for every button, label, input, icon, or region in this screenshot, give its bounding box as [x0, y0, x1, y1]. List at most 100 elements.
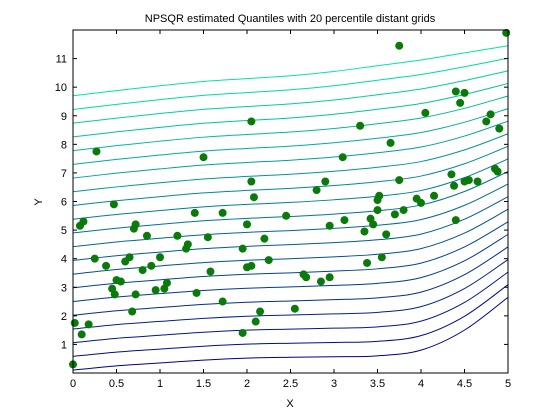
- x-tick-label: 4: [418, 378, 424, 390]
- x-tick-label: 4.5: [457, 378, 472, 390]
- data-point: [486, 110, 495, 119]
- data-point: [192, 288, 201, 297]
- quantile-curve-11: [72, 171, 509, 234]
- quantile-curve-9: [72, 196, 509, 261]
- y-tick-label: 9: [61, 111, 67, 123]
- data-point: [456, 98, 465, 107]
- data-point: [264, 256, 273, 265]
- quantile-curve-6: [72, 233, 509, 303]
- quantile-curve-5: [72, 246, 509, 316]
- data-point: [395, 176, 404, 185]
- data-point: [363, 258, 372, 267]
- data-point: [156, 253, 164, 262]
- data-point: [131, 290, 140, 299]
- data-point: [70, 318, 79, 327]
- x-tick-label: 3.5: [370, 378, 385, 390]
- x-tick-label: 1.5: [196, 378, 211, 390]
- data-point: [256, 307, 265, 316]
- data-point: [251, 317, 260, 326]
- data-point: [102, 261, 111, 270]
- data-point: [493, 167, 502, 176]
- data-point: [375, 191, 384, 200]
- data-point: [247, 261, 256, 270]
- quantile-curve-18: [72, 82, 509, 138]
- data-point: [482, 117, 491, 126]
- data-point: [460, 88, 469, 97]
- data-point: [243, 220, 251, 229]
- data-point: [249, 193, 258, 202]
- data-point: [116, 277, 125, 286]
- data-point: [373, 206, 382, 215]
- data-points-layer: [69, 28, 511, 369]
- data-point: [162, 278, 171, 287]
- y-axis-title: Y: [33, 198, 45, 206]
- quantile-curve-21: [72, 45, 509, 97]
- quantile-curve-17: [72, 95, 509, 152]
- data-point: [77, 330, 86, 339]
- quantile-curve-14: [72, 133, 509, 193]
- data-point: [464, 176, 473, 185]
- data-point: [238, 328, 247, 337]
- data-point: [386, 138, 395, 147]
- x-tick-label: 3: [331, 378, 337, 390]
- data-point: [128, 307, 137, 316]
- data-point: [84, 320, 93, 329]
- data-point: [390, 210, 399, 219]
- data-point: [92, 147, 101, 156]
- y-tick-label: 4: [61, 254, 67, 266]
- data-point: [142, 231, 151, 240]
- quantile-curve-1: [72, 296, 509, 371]
- y-tick-label: 8: [61, 139, 67, 151]
- y-tick-label: 6: [61, 197, 67, 209]
- x-axis-ticks: 0 0.5 1 1.5 2 2.5 3 3.5 4 4.5 5: [70, 30, 511, 390]
- data-point: [218, 297, 227, 306]
- y-tick-label: 2: [61, 311, 67, 323]
- data-point: [395, 41, 404, 50]
- data-point: [203, 233, 212, 242]
- x-tick-label: 0: [70, 378, 76, 390]
- x-tick-label: 1: [157, 378, 163, 390]
- data-point: [238, 244, 247, 253]
- data-point: [360, 227, 369, 236]
- quantile-curve-15: [72, 120, 509, 179]
- quantile-curve-3: [72, 271, 509, 344]
- data-point: [340, 216, 349, 225]
- data-point: [247, 177, 256, 186]
- data-point: [173, 231, 182, 240]
- data-point: [316, 277, 325, 286]
- data-point: [282, 211, 291, 220]
- quantile-curve-13: [72, 145, 509, 206]
- data-point: [199, 153, 208, 162]
- data-point: [451, 216, 460, 225]
- data-point: [325, 221, 334, 230]
- quantile-curve-2: [72, 284, 509, 357]
- data-point: [450, 181, 459, 190]
- data-point: [447, 170, 456, 179]
- y-tick-label: 10: [55, 82, 67, 94]
- data-point: [290, 304, 299, 313]
- data-point: [247, 117, 256, 126]
- data-point: [399, 206, 408, 215]
- x-tick-label: 0.5: [109, 378, 124, 390]
- data-point: [183, 240, 192, 249]
- y-tick-label: 11: [56, 54, 67, 66]
- y-tick-label: 5: [61, 225, 67, 237]
- data-point: [190, 208, 199, 217]
- data-point: [473, 177, 482, 186]
- data-point: [110, 290, 119, 299]
- x-axis-title: X: [286, 398, 294, 410]
- data-point: [356, 121, 365, 130]
- data-point: [321, 177, 330, 186]
- data-point: [109, 200, 118, 209]
- chart-title: NPSQR estimated Quantiles with 20 percen…: [145, 13, 436, 25]
- y-tick-label: 3: [61, 282, 67, 294]
- quantile-curves-layer: [72, 45, 509, 371]
- x-tick-label: 2: [244, 378, 250, 390]
- x-tick-label: 2.5: [283, 378, 298, 390]
- quantile-curve-19: [72, 70, 509, 124]
- data-point: [382, 230, 391, 239]
- data-point: [131, 220, 140, 229]
- data-point: [417, 198, 425, 207]
